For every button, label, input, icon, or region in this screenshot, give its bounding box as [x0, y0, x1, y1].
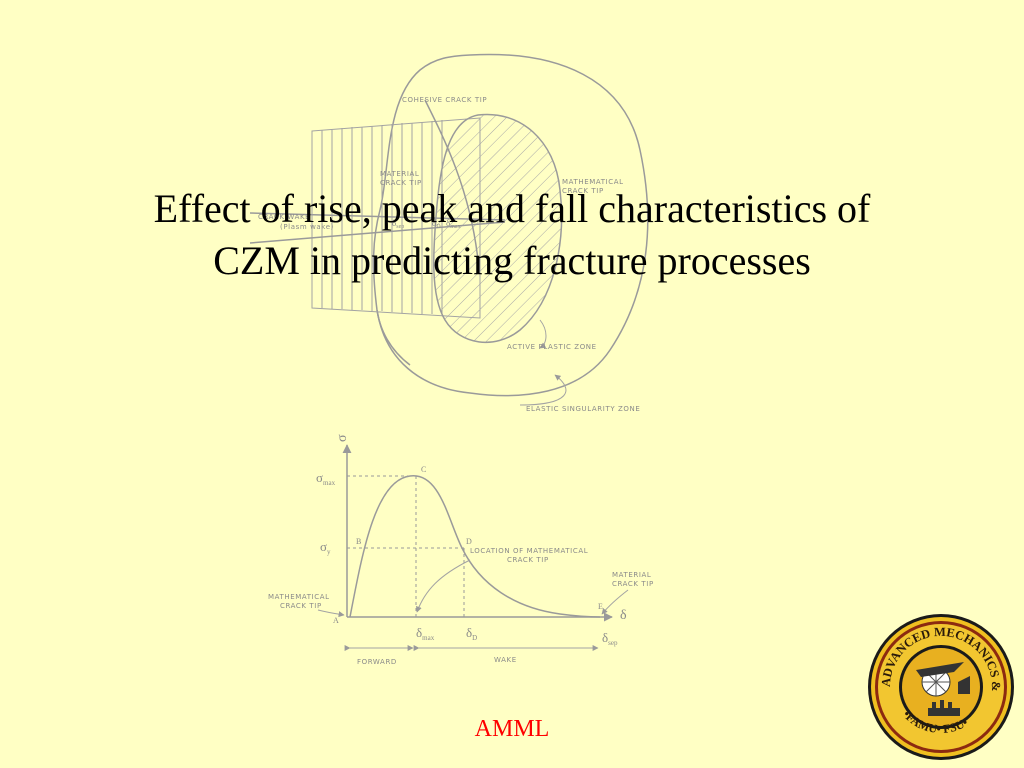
elastic-singularity-zone-label: ELASTIC SINGULARITY ZONE: [526, 405, 640, 413]
traction-curve: [349, 475, 601, 618]
graph-material-crack-tip-label-2: CRACK TIP: [612, 580, 654, 588]
location-math-tip-label-1: LOCATION OF MATHEMATICAL: [470, 547, 588, 555]
cohesive-crack-tip-label: COHESIVE CRACK TIP: [402, 96, 487, 104]
footer-amml: AMML: [474, 716, 550, 742]
active-plastic-zone-label: ACTIVE PLASTIC ZONE: [507, 343, 597, 351]
point-d-label: D: [466, 537, 472, 546]
delta-sep-label: δsep: [602, 630, 618, 647]
slide-title: Effect of rise, peak and fall characteri…: [60, 183, 964, 287]
slide-title-line-1: Effect of rise, peak and fall characteri…: [153, 186, 871, 231]
material-crack-tip-label-1: MATERIAL: [380, 170, 419, 178]
graph-math-crack-tip-label-1: MATHEMATICAL: [268, 593, 330, 601]
crack-wake-label-1: CRACK WAKE: [258, 213, 310, 221]
delta-d-label: δD: [466, 625, 477, 642]
elastic-singularity-zone-outline: [372, 53, 649, 397]
material-crack-tip-label-2: CRACK TIP: [380, 179, 422, 187]
sigma-max-label: σmax: [316, 470, 336, 487]
y-axis-label: σ: [335, 434, 350, 442]
forward-label: FORWARD: [357, 658, 397, 666]
amml-seal-logo: ADVANCED MECHANICS & MATERIALS LAB •FAMU…: [866, 612, 1014, 760]
delta-max-label: δmax: [416, 625, 435, 642]
sigma-y-label: σy: [320, 539, 331, 556]
x-axis-label: δ: [620, 608, 627, 623]
location-math-tip-label-2: CRACK TIP: [507, 556, 549, 564]
top-delta-max-label: δmax: [446, 218, 461, 230]
point-e-label: E: [598, 602, 603, 611]
point-b-label: B: [356, 537, 361, 546]
wake-label: WAKE: [494, 656, 517, 664]
point-a-label: A: [333, 616, 339, 625]
graph-material-crack-tip-label-1: MATERIAL: [612, 571, 651, 579]
point-c-label: C: [421, 465, 426, 474]
mathematical-crack-tip-label-2: CRACK TIP: [562, 187, 604, 195]
graph-math-crack-tip-label-2: CRACK TIP: [280, 602, 322, 610]
top-delta-sep-label: δsep: [392, 218, 404, 230]
crack-wake-label-2: (Plasm wake): [280, 223, 334, 231]
active-plastic-zone: [433, 113, 563, 344]
slide-title-line-2: CZM in predicting fracture processes: [213, 238, 811, 283]
traction-separation-graph: [317, 444, 629, 651]
top-delta-d-label: δD: [432, 218, 441, 230]
mathematical-crack-tip-label-1: MATHEMATICAL: [562, 178, 624, 186]
